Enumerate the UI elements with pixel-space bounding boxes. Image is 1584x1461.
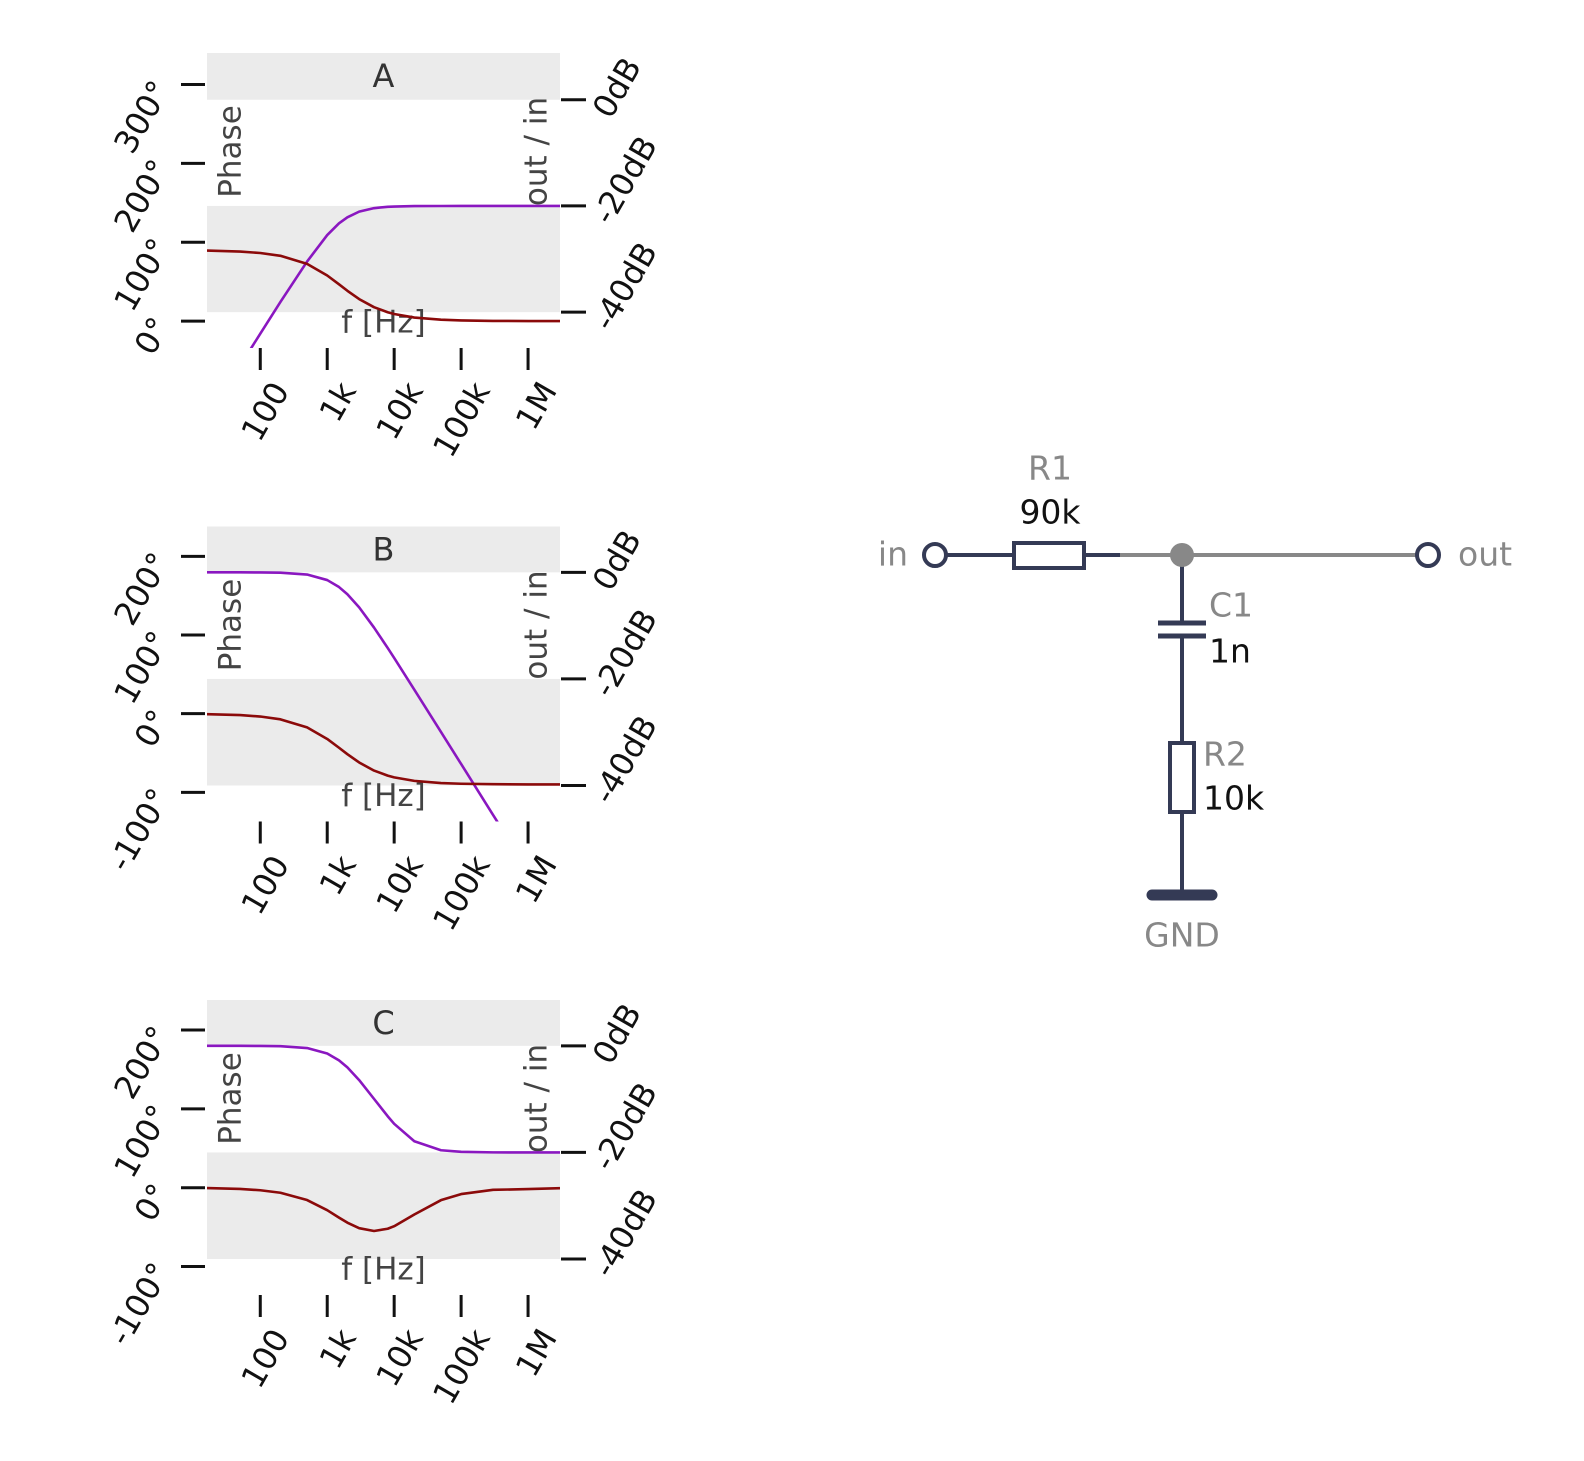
y-tick-label: 100° — [106, 1098, 177, 1184]
series-line — [207, 712, 560, 786]
x-tick-label: 100k — [425, 375, 498, 463]
y2-axis-label: out / in — [519, 97, 555, 206]
y2-tick-label: -40dB — [585, 709, 665, 810]
y-tick-label: 0° — [127, 1177, 178, 1227]
y-axis-label: Phase — [213, 579, 249, 672]
circuit: in out R1 90k C1 1n R2 10k GND — [878, 449, 1512, 955]
plot-band — [207, 1000, 560, 1046]
node — [1170, 543, 1194, 567]
y-tick-label: 200° — [106, 1019, 177, 1105]
chart-title: A — [373, 57, 395, 95]
x-tick-label: 100 — [234, 849, 297, 921]
chart-title: C — [372, 1004, 394, 1042]
y-axis-label: Phase — [213, 105, 249, 198]
x-tick-label: 1k — [312, 849, 365, 902]
chart: C Phase out / in f [Hz] -100° 0°100°200° 0dB-2… — [101, 997, 665, 1410]
x-tick-label: 10k — [368, 849, 431, 920]
x-tick-label: 1M — [508, 1323, 565, 1384]
component-name: C1 — [1209, 586, 1253, 625]
y-tick-label: 200° — [106, 546, 177, 632]
y2-tick-label: -20dB — [585, 1076, 665, 1177]
y2-axis-label: out / in — [519, 570, 555, 679]
chart: B Phase out / in f [Hz] -100° 0°100°200° 0dB-2… — [101, 524, 665, 937]
y-tick-label: 0° — [127, 311, 178, 361]
y2-tick-label: -20dB — [585, 130, 665, 231]
y2-tick-label: 0dB — [585, 51, 649, 124]
y2-tick-label: -40dB — [585, 1183, 665, 1284]
x-tick-label: 1M — [508, 849, 565, 910]
y2-tick-label: -20dB — [585, 603, 665, 704]
y-tick-label: 0° — [127, 703, 178, 753]
plot-band — [207, 53, 560, 100]
x-tick-label: 100k — [425, 849, 498, 937]
series-line — [249, 204, 560, 348]
component-name: R1 — [1028, 449, 1072, 488]
y2-tick-label: 0dB — [585, 524, 649, 597]
x-tick-label: 100 — [234, 1323, 297, 1395]
plot-band — [207, 526, 560, 573]
resistor-r1 — [1012, 541, 1086, 570]
plot-band — [207, 1152, 560, 1260]
x-tick-label: 1k — [312, 1322, 365, 1375]
input-label: in — [878, 535, 908, 574]
y-tick-label: 300° — [106, 74, 177, 160]
x-tick-label: 100k — [425, 1322, 498, 1410]
plot-band — [207, 678, 560, 786]
x-tick-label: 100 — [234, 376, 297, 448]
component-name: R2 — [1203, 735, 1247, 774]
y2-tick-label: -40dB — [585, 236, 665, 337]
terminal-out — [1415, 542, 1441, 568]
series-line — [207, 1044, 560, 1154]
y-tick-label: 100° — [106, 625, 177, 711]
component-value: 10k — [1203, 779, 1265, 818]
y-axis-label: Phase — [213, 1052, 249, 1145]
output-label: out — [1458, 535, 1512, 574]
resistor-r2 — [1168, 741, 1196, 814]
x-tick-label: 10k — [368, 375, 431, 446]
series-line — [207, 571, 499, 822]
component-value: 90k — [1019, 493, 1081, 532]
series-line — [207, 1186, 560, 1233]
component-value: 1n — [1209, 632, 1251, 671]
y-tick-label: 100° — [106, 232, 177, 318]
chart-title: B — [373, 531, 395, 569]
y-tick-label: -100° — [101, 1256, 178, 1352]
x-axis-label: f [Hz] — [341, 778, 426, 814]
terminal-in — [922, 542, 948, 568]
x-axis-label: f [Hz] — [341, 1252, 426, 1288]
y2-axis-label: out / in — [519, 1044, 555, 1153]
x-tick-label: 10k — [368, 1322, 431, 1393]
series-line — [207, 249, 560, 323]
x-tick-label: 1M — [508, 376, 565, 437]
plot-band — [207, 205, 560, 313]
y2-tick-label: 0dB — [585, 997, 649, 1070]
y-tick-label: -100° — [101, 782, 178, 878]
ground-label: GND — [1144, 916, 1220, 955]
y-tick-label: 200° — [106, 153, 177, 239]
x-tick-label: 1k — [312, 375, 365, 428]
